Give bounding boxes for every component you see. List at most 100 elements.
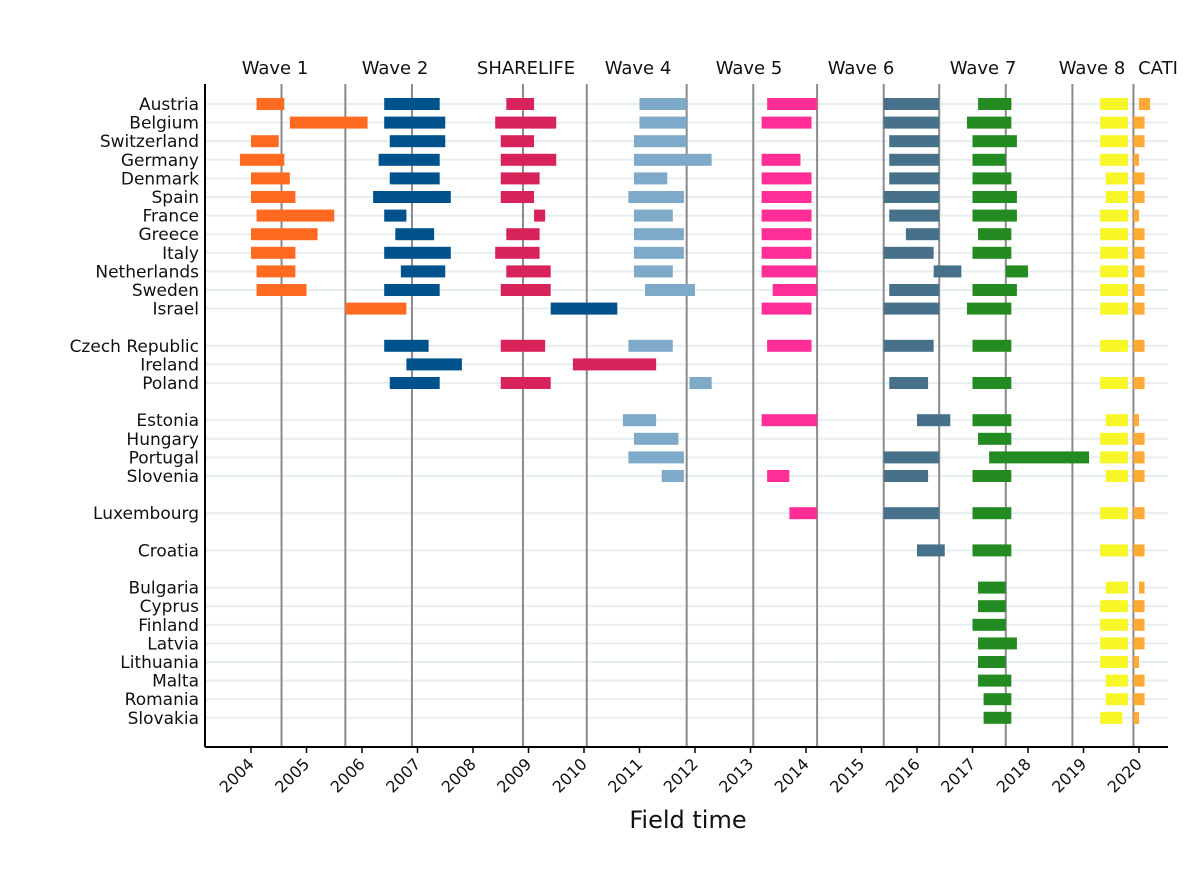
bar-greece-wave-4 (633, 228, 684, 241)
bar-greece-wave-1 (251, 228, 318, 241)
bar-estonia-wave-8 (1105, 414, 1128, 427)
bar-netherlands-sharelife (506, 265, 551, 278)
bar-sweden-wave-6 (889, 284, 940, 296)
country-label: Germany (121, 151, 199, 171)
bar-israel-wave-8 (1100, 302, 1128, 315)
bar-latvia-wave-8 (1100, 637, 1128, 650)
bar-portugal-wave-4 (628, 451, 684, 464)
country-label: Sweden (132, 281, 199, 301)
bar-denmark-cati (1133, 172, 1145, 185)
bar-romania-wave-7 (983, 693, 1012, 706)
country-label: Belgium (129, 114, 199, 134)
wave-labels: Wave 1 Wave 2 SHARELIFE Wave 4 Wave 5 Wave 6 W… (242, 58, 1178, 79)
bar-austria-wave-8 (1100, 98, 1128, 110)
bar-romania-cati (1133, 693, 1145, 706)
x-tick-label: 2009 (493, 754, 535, 796)
bar-france-cati (1133, 209, 1139, 222)
country-label: Spain (152, 188, 200, 208)
bar-finland-wave-7 (972, 618, 1006, 631)
bar-switzerland-wave-7 (972, 135, 1017, 148)
x-tick-label: 2010 (549, 754, 591, 796)
bar-portugal-wave-6 (883, 451, 940, 464)
bar-slovenia-wave-5 (767, 470, 790, 482)
bar-switzerland-sharelife (500, 135, 535, 148)
bar-spain-sharelife (500, 191, 535, 203)
bar-spain-wave-1 (251, 191, 296, 203)
bar-switzerland-wave-2 (389, 135, 446, 148)
x-tick-label: 2005 (271, 754, 313, 796)
bar-france-wave-6 (889, 209, 940, 222)
bar-sweden-wave-1 (256, 284, 307, 296)
bar-bulgaria-wave-8 (1105, 581, 1128, 594)
bar-israel-wave-5 (761, 302, 812, 315)
bar-netherlands-wave-4 (633, 265, 673, 278)
bar-greece-wave-6 (905, 228, 940, 241)
bar-poland-wave-4 (689, 377, 712, 389)
bar-czech-republic-wave-6 (883, 339, 934, 352)
wave-label: CATI (1138, 58, 1178, 79)
wave-label: Wave 2 (362, 58, 429, 79)
bar-portugal-cati (1133, 451, 1145, 464)
country-label: Bulgaria (129, 579, 200, 599)
bar-greece-wave-7 (978, 228, 1012, 241)
x-tick-label: 2020 (1104, 754, 1146, 796)
bar-croatia-wave-8 (1100, 544, 1128, 557)
bar-germany-wave-8 (1100, 153, 1128, 166)
bar-sweden-wave-4 (645, 284, 695, 296)
bar-netherlands-wave-1 (256, 265, 296, 278)
bar-france-wave-4 (633, 209, 673, 222)
bar-luxembourg-wave-7 (972, 507, 1012, 520)
bar-hungary-wave-8 (1100, 432, 1128, 445)
bar-hungary-wave-4 (633, 432, 679, 445)
x-tick-label: 2011 (604, 754, 646, 796)
country-label: Denmark (121, 169, 199, 189)
x-tick-label: 2018 (993, 754, 1035, 796)
bar-cyprus-wave-7 (978, 600, 1006, 613)
bar-netherlands-wave-7 (1005, 265, 1028, 278)
bar-spain-wave-5 (761, 191, 812, 203)
bar-poland-wave-2 (389, 377, 440, 389)
country-labels: AustriaBelgiumSwitzerlandGermanyDenmarkS… (70, 95, 200, 729)
bar-luxembourg-wave-6 (883, 507, 940, 520)
bar-malta-wave-8 (1105, 674, 1128, 687)
bar-spain-wave-2 (373, 191, 451, 203)
country-label: Hungary (126, 430, 199, 450)
country-label: Romania (125, 690, 199, 710)
bar-italy-wave-2 (384, 246, 451, 259)
bar-israel-wave-1 (345, 302, 407, 315)
country-label: Switzerland (100, 132, 199, 152)
bar-france-wave-5 (761, 209, 812, 222)
bar-czech-republic-sharelife (500, 339, 546, 352)
bar-luxembourg-cati (1133, 507, 1145, 520)
bar-bulgaria-wave-7 (978, 581, 1006, 594)
bar-netherlands-wave-8 (1100, 265, 1128, 278)
bar-croatia-cati (1133, 544, 1145, 557)
bar-italy-wave-1 (251, 246, 296, 259)
bar-germany-wave-4 (633, 153, 712, 166)
bar-greece-sharelife (506, 228, 540, 241)
bar-slovenia-wave-6 (883, 470, 929, 482)
country-label: Cyprus (140, 597, 199, 617)
wave-label: Wave 5 (716, 58, 783, 79)
bar-hungary-cati (1133, 432, 1145, 445)
bar-austria-wave-6 (883, 98, 940, 110)
bar-sweden-cati (1133, 284, 1145, 296)
bar-czech-republic-wave-8 (1100, 339, 1128, 352)
country-label: Croatia (138, 541, 199, 561)
x-tick-label: 2004 (216, 754, 258, 796)
country-label: Czech Republic (70, 337, 199, 357)
bar-israel-cati (1133, 302, 1145, 315)
country-label: Slovenia (127, 467, 199, 487)
country-label: Israel (153, 300, 199, 320)
bar-czech-republic-wave-5 (767, 339, 812, 352)
bar-luxembourg-wave-5 (789, 507, 818, 520)
x-tick-label: 2019 (1048, 754, 1090, 796)
bar-luxembourg-wave-8 (1100, 507, 1128, 520)
bar-romania-wave-8 (1105, 693, 1128, 706)
country-label: Italy (162, 244, 199, 264)
country-label: Lithuania (120, 653, 199, 673)
bar-malta-cati (1133, 674, 1145, 687)
bar-cyprus-wave-8 (1100, 600, 1128, 613)
bar-austria-sharelife (506, 98, 535, 110)
